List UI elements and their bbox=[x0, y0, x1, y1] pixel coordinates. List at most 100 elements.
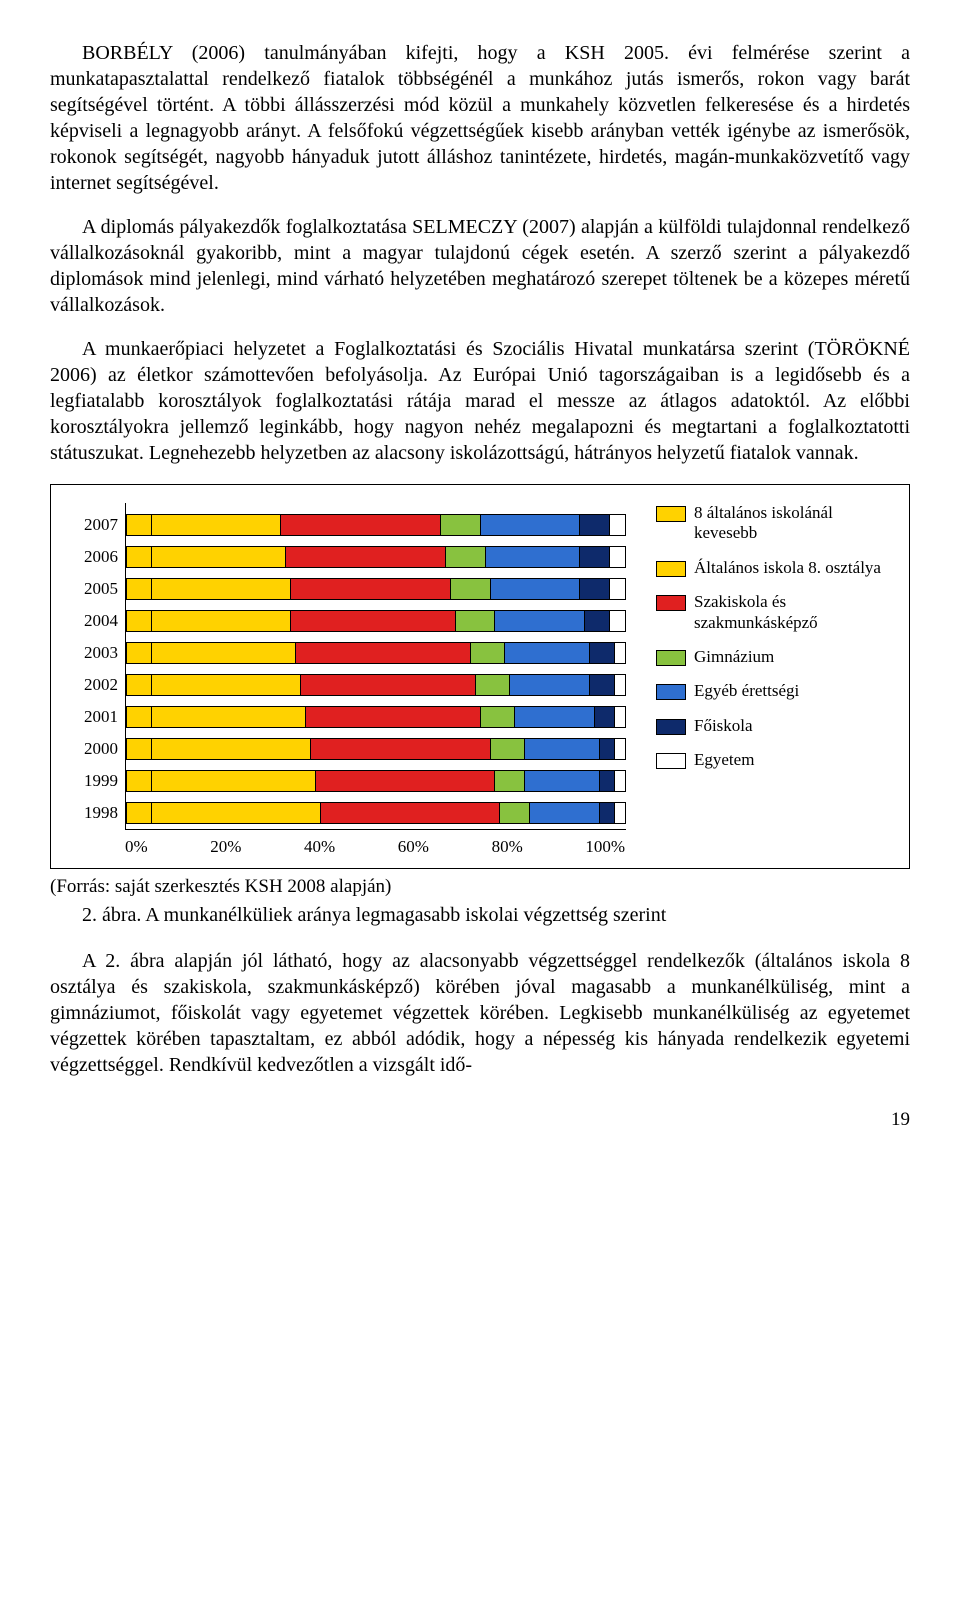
chart-row-2003: 2003 bbox=[126, 637, 626, 669]
chart-segment bbox=[281, 515, 440, 535]
legend-label: Főiskola bbox=[694, 716, 753, 736]
legend-label: Egyéb érettségi bbox=[694, 681, 799, 701]
chart-segment bbox=[610, 547, 625, 567]
chart-bar-track bbox=[126, 546, 626, 568]
chart-segment bbox=[152, 579, 291, 599]
chart-segment bbox=[530, 803, 600, 823]
legend-swatch bbox=[656, 753, 686, 769]
chart-bar-track bbox=[126, 770, 626, 792]
chart-segment bbox=[152, 611, 291, 631]
chart-segment bbox=[491, 579, 581, 599]
chart-segment bbox=[127, 707, 152, 727]
chart-segment bbox=[451, 579, 491, 599]
chart-segment bbox=[446, 547, 486, 567]
chart-year-label: 2007 bbox=[70, 514, 126, 536]
chart-bar-track bbox=[126, 578, 626, 600]
chart-segment bbox=[152, 803, 321, 823]
paragraph-3: A munkaerőpiaci helyzetet a Foglalkoztat… bbox=[50, 336, 910, 466]
chart-bar-track bbox=[126, 514, 626, 536]
chart-year-label: 2002 bbox=[70, 674, 126, 696]
chart-x-tick: 40% bbox=[304, 836, 335, 858]
chart-bar-track bbox=[126, 706, 626, 728]
legend-label: Szakiskola és szakmunkásképző bbox=[694, 592, 891, 633]
chart-segment bbox=[580, 579, 610, 599]
chart-year-label: 2004 bbox=[70, 610, 126, 632]
chart-segment bbox=[127, 579, 152, 599]
chart-segment bbox=[456, 611, 496, 631]
paragraph-1: BORBÉLY (2006) tanulmányában kifejti, ho… bbox=[50, 40, 910, 196]
legend-item: Főiskola bbox=[656, 716, 891, 736]
legend-swatch bbox=[656, 506, 686, 522]
chart-x-tick: 80% bbox=[492, 836, 523, 858]
chart-container: 2007200620052004200320022001200019991998… bbox=[50, 484, 910, 869]
chart-segment bbox=[590, 675, 615, 695]
chart-year-label: 2000 bbox=[70, 738, 126, 760]
chart-segment bbox=[127, 803, 152, 823]
chart-segment bbox=[291, 579, 450, 599]
chart-segment bbox=[615, 675, 625, 695]
chart-segment bbox=[580, 515, 610, 535]
chart-segment bbox=[595, 707, 615, 727]
chart-segment bbox=[127, 675, 152, 695]
chart-source: (Forrás: saját szerkesztés KSH 2008 alap… bbox=[50, 875, 910, 900]
chart-bars: 2007200620052004200320022001200019991998 bbox=[125, 503, 626, 830]
chart-segment bbox=[306, 707, 480, 727]
chart-row-2001: 2001 bbox=[126, 701, 626, 733]
chart-segment bbox=[525, 771, 600, 791]
legend-swatch bbox=[656, 684, 686, 700]
chart-segment bbox=[495, 771, 525, 791]
chart-segment bbox=[600, 803, 615, 823]
legend-label: Egyetem bbox=[694, 750, 754, 770]
chart-segment bbox=[615, 643, 625, 663]
chart-segment bbox=[127, 547, 152, 567]
chart-segment bbox=[615, 739, 625, 759]
chart-segment bbox=[127, 515, 152, 535]
legend-item: Általános iskola 8. osztálya bbox=[656, 558, 891, 578]
chart-segment bbox=[127, 771, 152, 791]
chart-segment bbox=[471, 643, 506, 663]
chart-segment bbox=[152, 675, 301, 695]
chart-segment bbox=[580, 547, 610, 567]
legend-label: 8 általános iskolánál kevesebb bbox=[694, 503, 891, 544]
chart-segment bbox=[600, 771, 615, 791]
chart-year-label: 2006 bbox=[70, 546, 126, 568]
chart-segment bbox=[311, 739, 490, 759]
chart-segment bbox=[127, 739, 152, 759]
chart-segment bbox=[505, 643, 590, 663]
chart-x-axis: 0%20%40%60%80%100% bbox=[125, 836, 625, 858]
chart-segment bbox=[515, 707, 595, 727]
chart-segment bbox=[127, 643, 152, 663]
chart-legend: 8 általános iskolánál kevesebb Általános … bbox=[626, 503, 891, 858]
chart-row-1998: 1998 bbox=[126, 797, 626, 829]
chart-segment bbox=[600, 739, 615, 759]
chart-segment bbox=[610, 579, 625, 599]
chart-segment bbox=[615, 771, 625, 791]
legend-item: Szakiskola és szakmunkásképző bbox=[656, 592, 891, 633]
chart-year-label: 1999 bbox=[70, 770, 126, 792]
chart-x-tick: 60% bbox=[398, 836, 429, 858]
chart-year-label: 2001 bbox=[70, 706, 126, 728]
chart-segment bbox=[476, 675, 511, 695]
chart-segment bbox=[127, 611, 152, 631]
chart-segment bbox=[152, 547, 286, 567]
chart-x-tick: 20% bbox=[210, 836, 241, 858]
chart-segment bbox=[152, 643, 296, 663]
chart-segment bbox=[286, 547, 445, 567]
chart-row-2004: 2004 bbox=[126, 605, 626, 637]
chart-year-label: 1998 bbox=[70, 802, 126, 824]
chart-segment bbox=[610, 611, 625, 631]
legend-item: Egyetem bbox=[656, 750, 891, 770]
page-number: 19 bbox=[50, 1108, 910, 1133]
chart-row-2007: 2007 bbox=[126, 509, 626, 541]
chart-bar-track bbox=[126, 802, 626, 824]
chart-segment bbox=[610, 515, 625, 535]
legend-swatch bbox=[656, 719, 686, 735]
chart-segment bbox=[491, 739, 526, 759]
chart-row-2006: 2006 bbox=[126, 541, 626, 573]
chart-segment bbox=[441, 515, 481, 535]
chart-year-label: 2003 bbox=[70, 642, 126, 664]
chart-row-2000: 2000 bbox=[126, 733, 626, 765]
chart-segment bbox=[296, 643, 470, 663]
chart-x-tick: 100% bbox=[585, 836, 625, 858]
chart-segment bbox=[510, 675, 590, 695]
